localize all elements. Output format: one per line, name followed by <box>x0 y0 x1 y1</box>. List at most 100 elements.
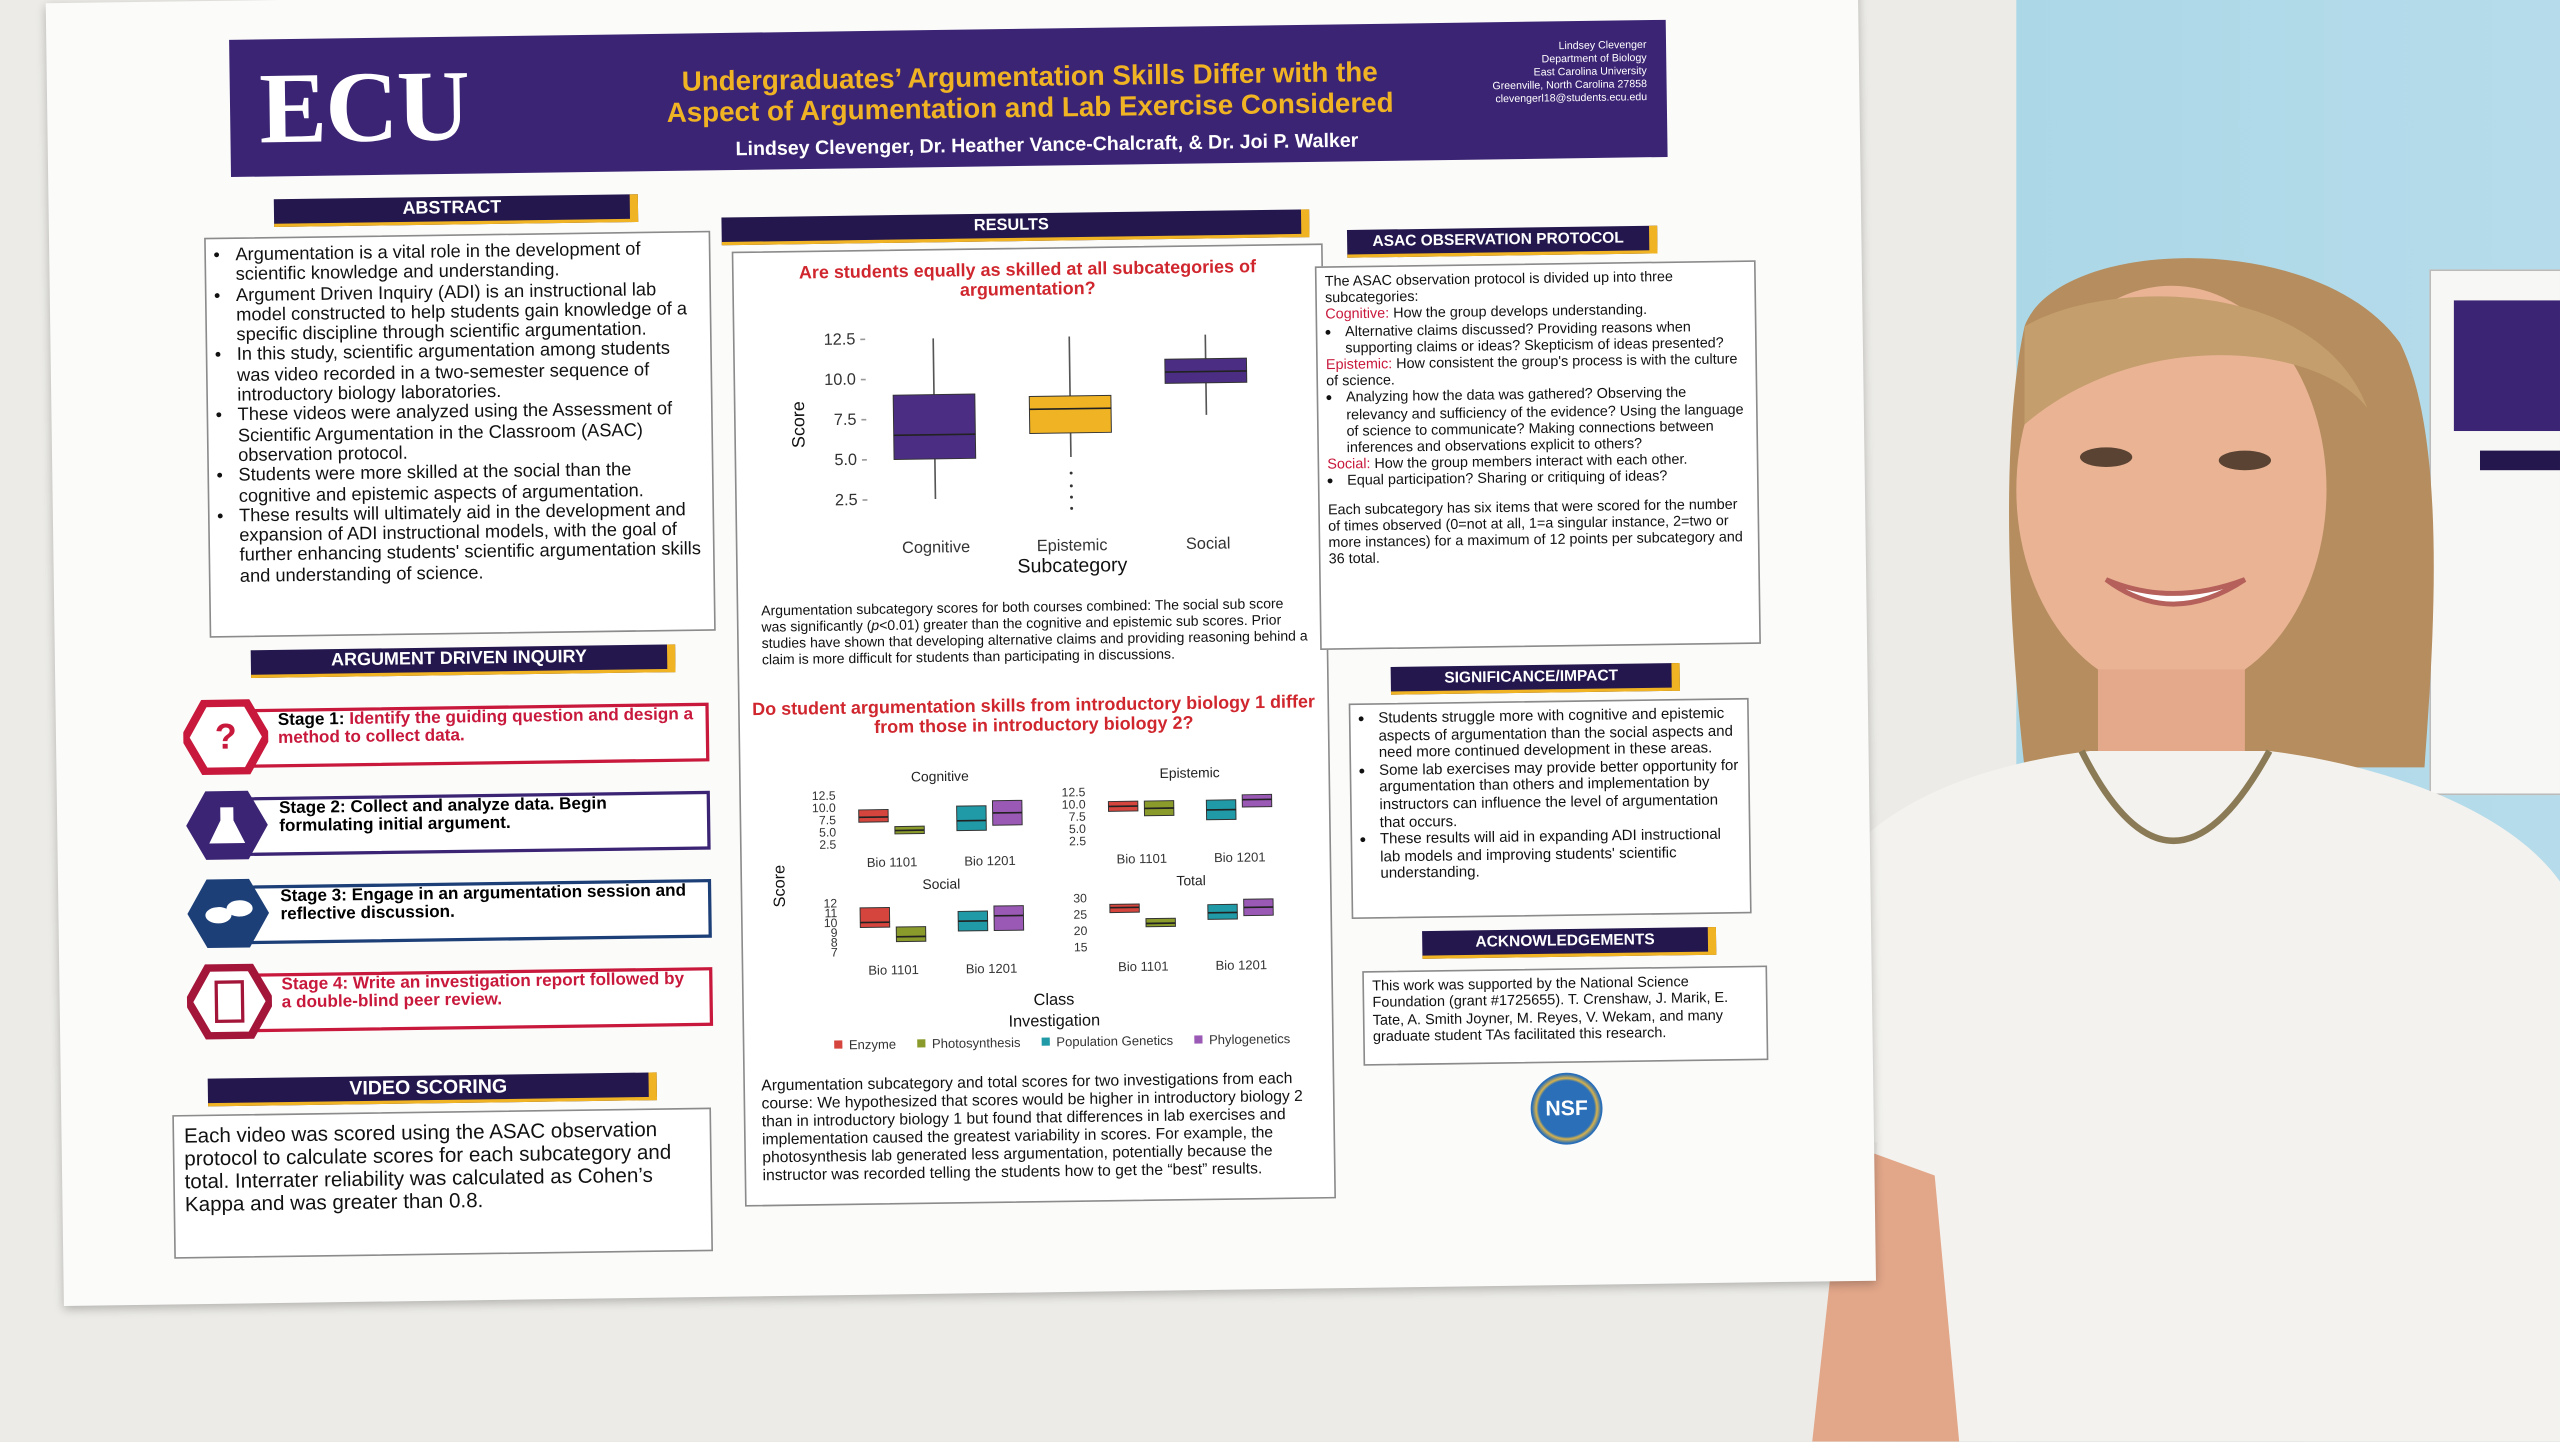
outlier <box>1070 496 1073 499</box>
y-tick-label: 15 <box>1074 940 1088 954</box>
chart-title: Do student argumentation skills from int… <box>748 692 1320 739</box>
panel-title: Epistemic <box>1159 764 1219 781</box>
y-tick-label: 2.5 <box>835 491 858 509</box>
asac-label: Cognitive: <box>1325 305 1389 322</box>
results-box: Are students equally as skilled at all s… <box>732 243 1336 1206</box>
contact: Lindsey Clevenger Department of Biology … <box>1492 40 1647 107</box>
abstract-item: Argument Driven Inquiry (ADI) is an inst… <box>236 279 700 346</box>
asac-bullets: Analyzing how the data was gathered? Obs… <box>1326 383 1748 456</box>
outlier <box>1070 507 1073 510</box>
abstract-list: Argumentation is a vital role in the dev… <box>216 239 704 587</box>
contact-line: clevengerl18@students.ecu.edu <box>1493 92 1648 107</box>
significance-item: These results will aid in expanding ADI … <box>1380 826 1742 883</box>
stage-text: Stage 3: Engage in an argumentation sess… <box>280 882 697 924</box>
box <box>994 906 1024 931</box>
y-tick-label: 10.0 <box>812 801 836 815</box>
y-axis-label: Score <box>788 401 809 448</box>
legend-label: Phylogenetics <box>1209 1031 1291 1047</box>
box <box>1242 794 1272 807</box>
abstract-item: These videos were analyzed using the Ass… <box>237 400 701 467</box>
significance-item: Some lab exercises may provide better op… <box>1379 756 1741 830</box>
section-heading: ASAC OBSERVATION PROTOCOL <box>1347 226 1658 258</box>
stage-icon <box>184 787 270 863</box>
legend-swatch <box>1042 1038 1050 1046</box>
asac-note: Each subcategory has six items that were… <box>1328 495 1750 568</box>
section-heading: ABSTRACT <box>274 194 638 227</box>
x-tick-label: Bio 1201 <box>1214 849 1266 865</box>
x-tick-label: Bio 1101 <box>867 854 918 870</box>
x-tick-label: Bio 1201 <box>966 961 1018 977</box>
y-tick-label: 12.5 <box>1061 785 1085 799</box>
box <box>1029 395 1111 433</box>
y-tick-label: 2.5 <box>1069 834 1086 848</box>
x-axis-label: Class <box>1033 991 1074 1010</box>
panel-title: Total <box>1176 872 1206 888</box>
svg-text:?: ? <box>215 715 238 756</box>
significance-list: Students struggle more with cognitive an… <box>1359 705 1742 883</box>
stage-text: Stage 2: Collect and analyze data. Begin… <box>279 794 696 836</box>
box <box>896 927 926 942</box>
asac-bullet: Analyzing how the data was gathered? Obs… <box>1346 383 1749 455</box>
asac-box: The ASAC observation protocol is divided… <box>1315 260 1761 650</box>
x-tick-label: Cognitive <box>902 538 970 557</box>
x-tick-label: Bio 1101 <box>1116 851 1167 867</box>
legend-label: Population Genetics <box>1056 1033 1173 1050</box>
person <box>1780 229 2560 1442</box>
stage: Stage 4: Write an investigation report f… <box>186 957 718 1040</box>
box <box>859 810 889 823</box>
y-tick-label: 5.0 <box>1069 822 1086 836</box>
stage-text: Stage 1: Identify the guiding question a… <box>278 706 695 748</box>
x-tick-label: Bio 1201 <box>964 853 1016 869</box>
acknowledgements-box: This work was supported by the National … <box>1362 965 1768 1065</box>
box <box>893 394 976 459</box>
stage-icon: ? <box>183 699 269 775</box>
abstract-item: In this study, scientific argumentation … <box>237 339 701 406</box>
panel-title: Cognitive <box>911 768 969 785</box>
x-tick-label: Bio 1101 <box>868 962 919 978</box>
y-axis-label: Score <box>770 865 789 908</box>
stage: ? Stage 1: Identify the guiding question… <box>183 693 715 776</box>
significance-item: Students struggle more with cognitive an… <box>1378 705 1740 762</box>
x-tick-label: Social <box>1186 534 1231 553</box>
box <box>957 806 987 831</box>
stage-icon <box>185 875 271 951</box>
y-tick-label: 5.0 <box>819 825 836 839</box>
y-tick-label: 25 <box>1073 908 1087 922</box>
median <box>894 434 976 435</box>
stage-text: Stage 4: Write an investigation report f… <box>281 971 698 1013</box>
y-tick-label: 2.5 <box>819 838 836 852</box>
eye <box>2080 447 2132 467</box>
outlier <box>1070 472 1073 475</box>
nsf-logo: NSF <box>1530 1072 1603 1145</box>
logo: ECU <box>259 50 469 169</box>
y-tick-label: 7.5 <box>819 813 836 827</box>
y-tick-label: 10.0 <box>824 371 856 389</box>
asac-label: Epistemic: <box>1326 355 1392 372</box>
poster-header: ECU Undergraduates’ Argumentation Skills… <box>229 20 1668 177</box>
section-heading: ARGUMENT DRIVEN INQUIRY <box>251 644 676 678</box>
significance-box: Students struggle more with cognitive an… <box>1349 698 1752 919</box>
y-tick-label: 10.0 <box>1062 797 1086 811</box>
x-axis-label: Subcategory <box>1017 554 1127 578</box>
y-tick-label: 20 <box>1074 924 1088 938</box>
abstract-item: Argumentation is a vital role in the dev… <box>235 239 699 286</box>
abstract-item: Students were more skilled at the social… <box>238 460 702 507</box>
median <box>1165 371 1247 372</box>
asac-bullet: Alternative claims discussed? Providing … <box>1345 317 1747 356</box>
poster-title: Undergraduates’ Argumentation Skills Dif… <box>605 55 1455 129</box>
median <box>1029 408 1111 409</box>
legend-label: Enzyme <box>849 1037 896 1053</box>
section-heading: SIGNIFICANCE/IMPACT <box>1391 663 1680 695</box>
results-caption: Argumentation subcategory scores for bot… <box>761 595 1309 668</box>
abstract-box: Argumentation is a vital role in the dev… <box>204 231 716 638</box>
authors: Lindsey Clevenger, Dr. Heather Vance-Cha… <box>671 128 1422 161</box>
section-heading: VIDEO SCORING <box>208 1072 657 1106</box>
box <box>860 907 890 927</box>
y-tick-label: 12.5 <box>812 789 836 803</box>
asac-label: Social: <box>1327 455 1370 472</box>
